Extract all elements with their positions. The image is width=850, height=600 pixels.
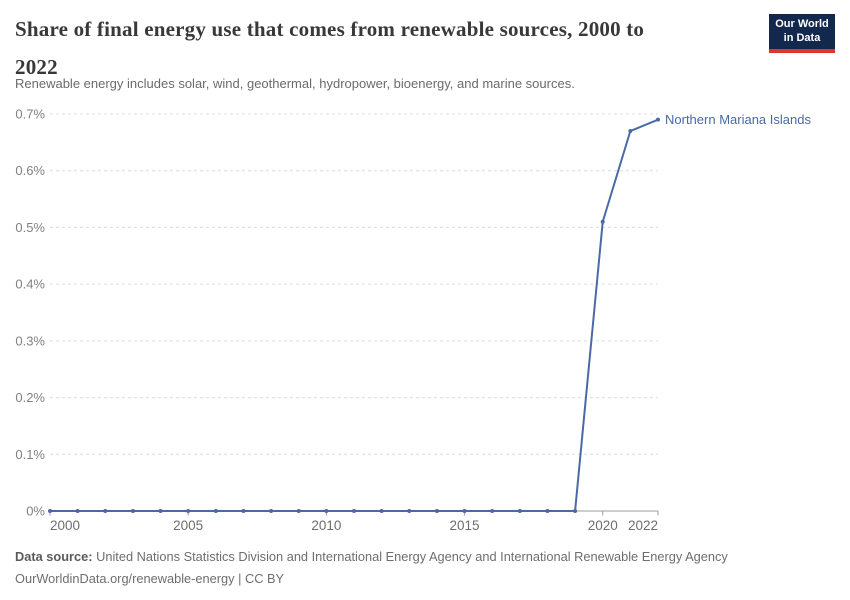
y-tick-label: 0.3% bbox=[15, 333, 45, 348]
data-point bbox=[103, 509, 108, 513]
data-point bbox=[517, 509, 522, 513]
data-point bbox=[434, 509, 439, 513]
owid-logo-line2: in Data bbox=[783, 31, 821, 44]
y-tick-label: 0.1% bbox=[15, 447, 45, 462]
y-tick-label: 0.4% bbox=[15, 277, 45, 292]
data-source-text: United Nations Statistics Division and I… bbox=[96, 549, 728, 564]
data-point bbox=[48, 509, 52, 513]
data-point bbox=[130, 509, 135, 513]
data-point bbox=[186, 509, 191, 513]
x-tick-label: 2005 bbox=[173, 518, 203, 533]
data-point bbox=[545, 509, 550, 513]
data-point bbox=[213, 509, 218, 513]
data-point bbox=[573, 509, 578, 513]
data-point bbox=[158, 509, 163, 513]
data-source-line: Data source: United Nations Statistics D… bbox=[15, 546, 835, 568]
chart-footer: Data source: United Nations Statistics D… bbox=[15, 546, 835, 590]
chart-subtitle: Renewable energy includes solar, wind, g… bbox=[15, 76, 575, 91]
data-point bbox=[75, 509, 80, 513]
x-tick-label: 2022 bbox=[628, 518, 658, 533]
data-point bbox=[628, 129, 633, 134]
license-line: OurWorldinData.org/renewable-energy | CC… bbox=[15, 571, 285, 586]
data-point bbox=[490, 509, 495, 513]
data-point bbox=[352, 509, 356, 513]
y-tick-label: 0.7% bbox=[15, 107, 45, 122]
owid-logo-line1: Our World bbox=[775, 18, 829, 30]
x-tick-label: 2010 bbox=[311, 518, 341, 533]
data-point bbox=[324, 509, 329, 513]
data-source-label: Data source: bbox=[15, 549, 93, 564]
trend-line bbox=[50, 118, 659, 512]
data-point bbox=[462, 509, 467, 513]
y-tick-label: 0.2% bbox=[15, 390, 45, 405]
page-title-line1: Share of final energy use that comes fro… bbox=[15, 17, 645, 41]
y-tick-label: 0% bbox=[26, 504, 45, 519]
data-point bbox=[407, 509, 412, 513]
page-title-line2: 2022 bbox=[15, 55, 58, 79]
data-point bbox=[656, 117, 660, 122]
y-tick-label: 0.6% bbox=[15, 163, 45, 178]
data-point bbox=[269, 509, 274, 513]
data-point bbox=[379, 509, 384, 513]
x-tick-label: 2000 bbox=[50, 518, 80, 533]
data-point bbox=[600, 219, 605, 224]
page-title: Share of final energy use that comes fro… bbox=[15, 10, 715, 86]
data-point bbox=[241, 509, 246, 513]
data-point bbox=[296, 509, 301, 513]
y-tick-label: 0.5% bbox=[15, 220, 45, 235]
owid-logo: Our World in Data bbox=[769, 14, 835, 53]
series-label: Northern Mariana Islands bbox=[665, 112, 811, 127]
x-tick-label: 2020 bbox=[588, 518, 618, 533]
x-tick-label: 2015 bbox=[450, 518, 480, 533]
